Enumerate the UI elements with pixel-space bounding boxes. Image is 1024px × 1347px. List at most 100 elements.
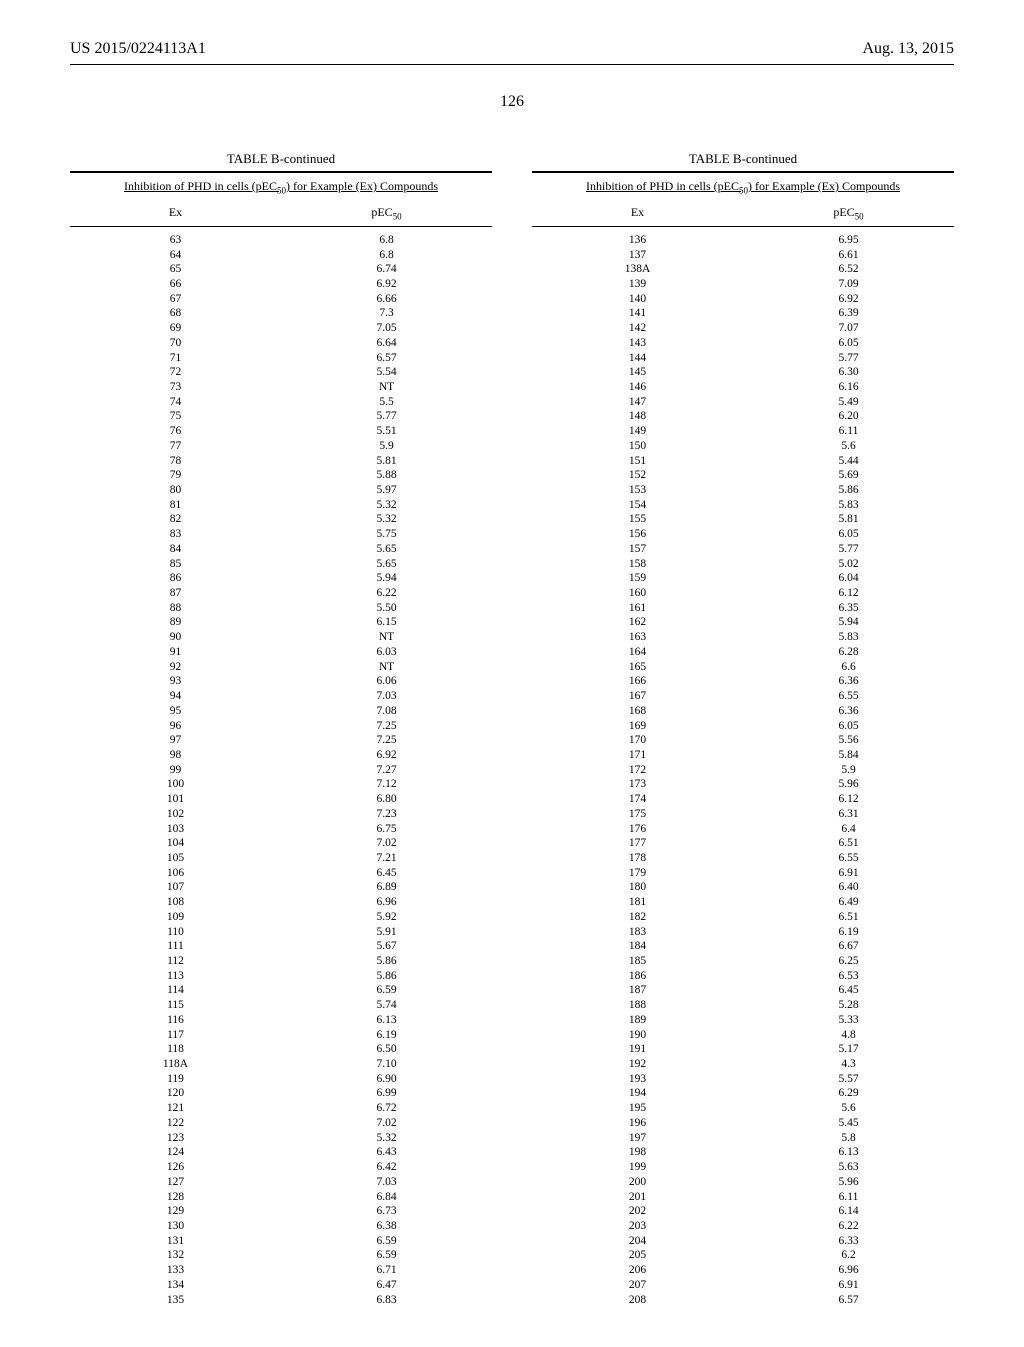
cell-pec50: 6.40 <box>743 880 954 895</box>
table-row: 885.50 <box>70 601 492 616</box>
cell-ex: 204 <box>532 1234 743 1249</box>
cell-ex: 133 <box>70 1263 281 1278</box>
cell-ex: 119 <box>70 1072 281 1087</box>
table-row: 1725.9 <box>532 763 954 778</box>
cell-ex: 151 <box>532 454 743 469</box>
cell-ex: 88 <box>70 601 281 616</box>
cell-ex: 207 <box>532 1278 743 1293</box>
table-row: 1826.51 <box>532 910 954 925</box>
cell-pec50: 6.66 <box>281 292 492 307</box>
cell-ex: 206 <box>532 1263 743 1278</box>
cell-ex: 139 <box>532 277 743 292</box>
cell-ex: 186 <box>532 969 743 984</box>
cell-ex: 179 <box>532 866 743 881</box>
table-row: 795.88 <box>70 468 492 483</box>
cell-pec50: 7.09 <box>743 277 954 292</box>
table-row: 90NT <box>70 630 492 645</box>
cell-pec50: 5.28 <box>743 998 954 1013</box>
table-caption-right: Inhibition of PHD in cells (pEC50) for E… <box>532 173 954 199</box>
cell-ex: 146 <box>532 380 743 395</box>
cell-pec50: 5.69 <box>743 468 954 483</box>
cell-ex: 63 <box>70 233 281 248</box>
cell-ex: 128 <box>70 1190 281 1205</box>
publication-date: Aug. 13, 2015 <box>862 40 954 58</box>
cell-ex: 95 <box>70 704 281 719</box>
cell-ex: 205 <box>532 1248 743 1263</box>
cell-ex: 85 <box>70 557 281 572</box>
table-title-left: TABLE B-continued <box>70 151 492 167</box>
cell-pec50: 6.15 <box>281 615 492 630</box>
header-pec50-left: pEC50 <box>281 205 492 221</box>
cell-pec50: 6.99 <box>281 1086 492 1101</box>
cell-pec50: 7.08 <box>281 704 492 719</box>
cell-pec50: NT <box>281 630 492 645</box>
table-row: 1836.19 <box>532 925 954 940</box>
cell-pec50: 6.84 <box>281 1190 492 1205</box>
cell-pec50: 5.77 <box>743 542 954 557</box>
table-body-right: 1366.951376.61138A6.521397.091406.921416… <box>532 227 954 1307</box>
cell-pec50: 5.77 <box>281 409 492 424</box>
cell-pec50: 6.55 <box>743 689 954 704</box>
cell-ex: 104 <box>70 836 281 851</box>
cell-pec50: 7.21 <box>281 851 492 866</box>
table-row: 986.92 <box>70 748 492 763</box>
cell-pec50: 5.6 <box>743 1101 954 1116</box>
cell-pec50: 6.22 <box>281 586 492 601</box>
table-row: 1007.12 <box>70 777 492 792</box>
cell-ex: 178 <box>532 851 743 866</box>
cell-ex: 134 <box>70 1278 281 1293</box>
cell-ex: 108 <box>70 895 281 910</box>
table-row: 1176.19 <box>70 1028 492 1043</box>
table-row: 1616.35 <box>532 601 954 616</box>
cell-ex: 101 <box>70 792 281 807</box>
header-ex-right: Ex <box>532 205 743 221</box>
table-row: 1885.28 <box>532 998 954 1013</box>
cell-pec50: 6.45 <box>281 866 492 881</box>
table-row: 1525.69 <box>532 468 954 483</box>
publication-number: US 2015/0224113A1 <box>70 40 206 58</box>
cell-pec50: 6.75 <box>281 822 492 837</box>
table-row: 1206.99 <box>70 1086 492 1101</box>
cell-ex: 174 <box>532 792 743 807</box>
cell-ex: 203 <box>532 1219 743 1234</box>
cell-ex: 84 <box>70 542 281 557</box>
cell-pec50: 6.30 <box>743 365 954 380</box>
cell-pec50: 6.89 <box>281 880 492 895</box>
cell-pec50: 6.25 <box>743 954 954 969</box>
cell-ex: 163 <box>532 630 743 645</box>
cell-pec50: 6.13 <box>281 1013 492 1028</box>
cell-pec50: 7.12 <box>281 777 492 792</box>
cell-ex: 109 <box>70 910 281 925</box>
cell-pec50: 5.88 <box>281 468 492 483</box>
cell-ex: 98 <box>70 748 281 763</box>
cell-ex: 175 <box>532 807 743 822</box>
cell-ex: 90 <box>70 630 281 645</box>
two-column-layout: TABLE B-continued Inhibition of PHD in c… <box>70 151 954 1307</box>
table-row: 1965.45 <box>532 1116 954 1131</box>
cell-pec50: 6.80 <box>281 792 492 807</box>
cell-pec50: 6.52 <box>743 262 954 277</box>
table-row: 1076.89 <box>70 880 492 895</box>
cell-ex: 183 <box>532 925 743 940</box>
table-row: 1585.02 <box>532 557 954 572</box>
table-row: 1346.47 <box>70 1278 492 1293</box>
cell-ex: 75 <box>70 409 281 424</box>
cell-ex: 79 <box>70 468 281 483</box>
cell-ex: 147 <box>532 395 743 410</box>
cell-pec50: 6.29 <box>743 1086 954 1101</box>
cell-pec50: 5.51 <box>281 424 492 439</box>
table-row: 676.66 <box>70 292 492 307</box>
table-row: 2056.2 <box>532 1248 954 1263</box>
cell-ex: 137 <box>532 248 743 263</box>
cell-pec50: 5.86 <box>743 483 954 498</box>
cell-pec50: 5.91 <box>281 925 492 940</box>
cell-pec50: 5.54 <box>281 365 492 380</box>
cell-pec50: 6.50 <box>281 1042 492 1057</box>
table-row: 1436.05 <box>532 336 954 351</box>
cell-pec50: 6.51 <box>743 910 954 925</box>
cell-pec50: 5.67 <box>281 939 492 954</box>
cell-ex: 158 <box>532 557 743 572</box>
cell-ex: 182 <box>532 910 743 925</box>
table-row: 1027.23 <box>70 807 492 822</box>
cell-ex: 159 <box>532 571 743 586</box>
